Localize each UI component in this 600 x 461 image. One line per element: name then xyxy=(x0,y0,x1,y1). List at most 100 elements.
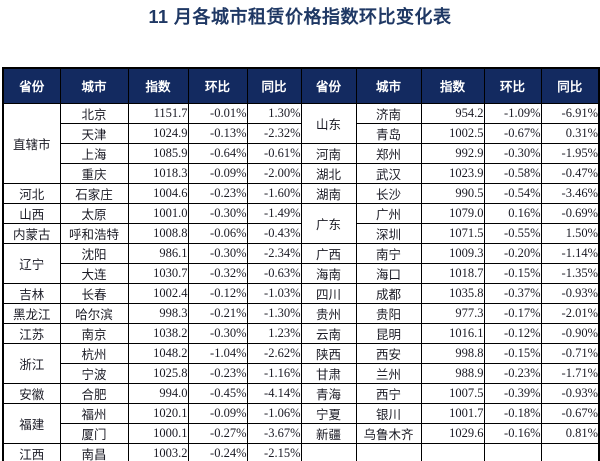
yoy-cell: -1.06% xyxy=(246,402,302,424)
city-cell: 长沙 xyxy=(355,182,422,204)
index-cell: 1085.9 xyxy=(127,142,189,164)
index-cell: 1151.7 xyxy=(127,102,189,124)
province-cell: 广西 xyxy=(300,242,357,264)
yoy-cell: 1.30% xyxy=(246,102,302,124)
mom-cell: -0.13% xyxy=(187,122,248,144)
province-cell: 云南 xyxy=(300,322,357,344)
yoy-cell: -2.32% xyxy=(246,122,302,144)
city-cell: 重庆 xyxy=(59,162,129,184)
province-cell: 江苏 xyxy=(2,322,61,344)
province-cell: 湖北 xyxy=(300,162,357,184)
yoy-cell: -0.71% xyxy=(540,342,600,364)
city-cell: 西宁 xyxy=(355,382,422,404)
mom-cell: -0.15% xyxy=(483,262,542,284)
city-cell: 大连 xyxy=(59,262,129,284)
city-cell: 上海 xyxy=(59,142,129,164)
city-cell: 青岛 xyxy=(355,122,422,144)
table-row: 安徽 合肥 994.0 -0.45% -4.14% 青海 西宁 1007.5 -0.39% -0.… xyxy=(2,382,600,404)
index-cell: 1020.1 xyxy=(127,402,189,424)
province-cell xyxy=(300,442,357,461)
table-row: 吉林 长春 1002.4 -0.12% -1.03% 四川 成都 1035.8 -0.37% -0… xyxy=(2,282,600,304)
mom-cell: -0.24% xyxy=(187,442,248,461)
yoy-cell: 1.50% xyxy=(540,222,600,244)
city-cell: 深圳 xyxy=(355,222,422,244)
index-cell: 990.5 xyxy=(420,182,485,204)
table-row: 江西 南昌 1003.2 -0.24% -2.15% xyxy=(2,442,600,461)
mom-cell: -1.04% xyxy=(187,342,248,364)
city-cell: 合肥 xyxy=(59,382,129,404)
table-header: 省份 城市 指数 环比 同比 省份 城市 指数 环比 同比 xyxy=(2,67,600,104)
index-cell: 992.9 xyxy=(420,142,485,164)
column-header-right-4: 同比 xyxy=(540,67,600,104)
mom-cell: -0.01% xyxy=(187,102,248,124)
yoy-cell: 1.23% xyxy=(246,322,302,344)
mom-cell: -0.09% xyxy=(187,162,248,184)
province-cell: 内蒙古 xyxy=(2,222,61,244)
index-cell: 1002.5 xyxy=(420,122,485,144)
rent-index-table: 省份 城市 指数 环比 同比 省份 城市 指数 环比 同比 直辖市 北京 1151.7 -0.01% 1.… xyxy=(2,67,600,461)
yoy-cell: -1.49% xyxy=(246,202,302,224)
province-cell: 直辖市 xyxy=(2,102,61,184)
yoy-cell: -0.67% xyxy=(540,402,600,424)
mom-cell: -0.30% xyxy=(187,242,248,264)
index-cell: 1003.2 xyxy=(127,442,189,461)
index-cell: 1079.0 xyxy=(420,202,485,224)
index-cell: 977.3 xyxy=(420,302,485,324)
mom-cell: -0.54% xyxy=(483,182,542,204)
table-row: 直辖市 北京 1151.7 -0.01% 1.30% 山东 济南 954.2 -1.09% -6.… xyxy=(2,102,600,184)
city-cell: 济南 xyxy=(355,102,422,124)
mom-cell: -0.67% xyxy=(483,122,542,144)
province-cell: 四川 xyxy=(300,282,357,304)
mom-cell: -0.37% xyxy=(483,282,542,304)
province-cell: 吉林 xyxy=(2,282,61,304)
city-cell: 广州 xyxy=(355,202,422,224)
city-cell: 贵阳 xyxy=(355,302,422,324)
city-cell: 南宁 xyxy=(355,242,422,264)
index-cell: 1029.6 xyxy=(420,422,485,444)
mom-cell: -0.09% xyxy=(187,402,248,424)
city-cell: 海口 xyxy=(355,262,422,284)
yoy-cell: -6.91% xyxy=(540,102,600,124)
index-cell: 954.2 xyxy=(420,102,485,124)
yoy-cell: -1.60% xyxy=(246,182,302,204)
yoy-cell: -2.15% xyxy=(246,442,302,461)
mom-cell: -0.20% xyxy=(483,242,542,264)
province-cell: 广东 xyxy=(300,202,357,244)
index-cell: 1024.9 xyxy=(127,122,189,144)
city-cell: 哈尔滨 xyxy=(59,302,129,324)
table-row: 福建 福州 1020.1 -0.09% -1.06% 宁夏 银川 1001.7 -0.18% -0… xyxy=(2,402,600,444)
mom-cell: -0.06% xyxy=(187,222,248,244)
table-row: 宁波 1025.8 -0.23% -1.16% 甘肃 兰州 988.9 -0.23% -1.71… xyxy=(3,362,600,384)
table-row: 山西 太原 1001.0 -0.30% -1.49% 广东 广州 1079.0 0.16% -0.… xyxy=(2,202,600,244)
index-cell: 1016.1 xyxy=(420,322,485,344)
province-cell: 浙江 xyxy=(2,342,61,384)
index-cell xyxy=(420,442,485,461)
yoy-cell: -1.71% xyxy=(540,362,600,384)
province-cell: 青海 xyxy=(300,382,357,404)
column-header-left-2: 指数 xyxy=(127,67,189,104)
table-row: 天津 1024.9 -0.13% -2.32% 青岛 1002.5 -0.67% 0.31% xyxy=(3,122,600,144)
header-row: 省份 城市 指数 环比 同比 省份 城市 指数 环比 同比 xyxy=(2,67,600,104)
province-cell: 辽宁 xyxy=(2,242,61,284)
mom-cell: -0.23% xyxy=(483,362,542,384)
page-title: 11 月各城市租赁价格指数环比变化表 xyxy=(148,7,452,27)
yoy-cell: 0.31% xyxy=(540,122,600,144)
yoy-cell: -2.34% xyxy=(246,242,302,264)
city-cell: 武汉 xyxy=(355,162,422,184)
table-row: 上海 1085.9 -0.64% -0.61% 河南 郑州 992.9 -0.30% -1.95… xyxy=(3,142,600,164)
mom-cell: -0.27% xyxy=(187,422,248,444)
yoy-cell: -0.93% xyxy=(540,382,600,404)
province-cell: 新疆 xyxy=(300,422,357,444)
city-cell: 西安 xyxy=(355,342,422,364)
city-cell: 兰州 xyxy=(355,362,422,384)
mom-cell xyxy=(483,442,542,461)
table-row: 大连 1030.7 -0.32% -0.63% 海南 海口 1018.7 -0.15% -1.3… xyxy=(3,262,600,284)
mom-cell: -0.58% xyxy=(483,162,542,184)
yoy-cell: -1.35% xyxy=(540,262,600,284)
city-cell: 银川 xyxy=(355,402,422,424)
city-cell: 石家庄 xyxy=(59,182,129,204)
city-cell: 杭州 xyxy=(59,342,129,364)
yoy-cell: 0.81% xyxy=(540,422,600,444)
yoy-cell: -2.01% xyxy=(540,302,600,324)
